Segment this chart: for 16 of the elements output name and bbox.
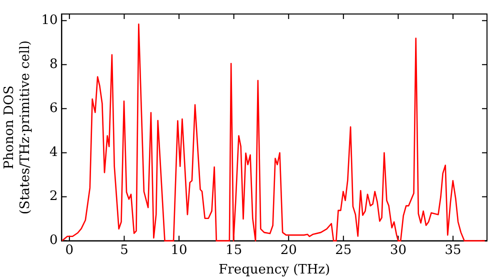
y-tick-label: 0 [49, 233, 58, 248]
x-tick-label: 35 [444, 242, 462, 258]
y-tick-label: 4 [49, 145, 58, 160]
x-tick-label: 10 [170, 242, 188, 258]
x-tick-label: 20 [280, 242, 297, 258]
x-tick-label: 15 [226, 242, 242, 258]
y-tick-label: 8 [49, 57, 58, 72]
y-tick-label: 6 [49, 101, 58, 116]
y-tick-label: 10 [41, 12, 58, 28]
x-tick-label: 30 [390, 242, 406, 258]
x-tick-label: 25 [335, 242, 352, 258]
y-axis-title: Phonon DOS (States/THz·primitive cell) [2, 40, 33, 214]
x-axis-title: Frequency (THz) [218, 262, 330, 278]
y-tick-label: 2 [49, 189, 58, 204]
x-tick-label: 5 [120, 242, 128, 258]
x-tick-label: 0 [65, 242, 74, 258]
